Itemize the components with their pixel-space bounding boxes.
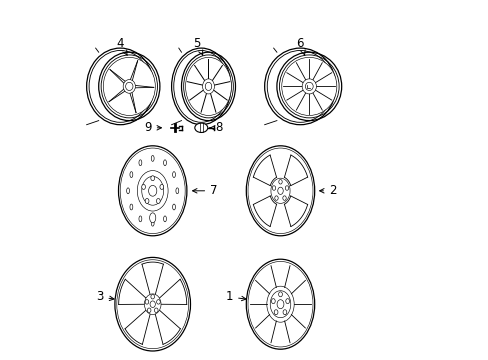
Ellipse shape — [156, 300, 160, 304]
Ellipse shape — [270, 178, 289, 203]
Ellipse shape — [125, 82, 133, 90]
Ellipse shape — [149, 213, 156, 223]
Ellipse shape — [148, 185, 157, 196]
Ellipse shape — [123, 80, 135, 93]
Ellipse shape — [272, 186, 275, 190]
Text: 8: 8 — [209, 121, 223, 134]
Ellipse shape — [176, 188, 179, 194]
Ellipse shape — [185, 57, 231, 116]
Ellipse shape — [271, 299, 275, 303]
Ellipse shape — [147, 308, 151, 312]
Ellipse shape — [278, 292, 282, 297]
Ellipse shape — [285, 186, 288, 190]
Text: 1: 1 — [225, 291, 245, 303]
Ellipse shape — [205, 82, 211, 90]
Ellipse shape — [277, 300, 284, 309]
Ellipse shape — [103, 57, 155, 116]
Ellipse shape — [145, 300, 148, 304]
Ellipse shape — [285, 299, 289, 303]
Text: 4: 4 — [116, 37, 127, 55]
Ellipse shape — [130, 204, 133, 210]
Ellipse shape — [139, 216, 142, 222]
Ellipse shape — [142, 184, 145, 189]
Ellipse shape — [246, 259, 314, 349]
Ellipse shape — [283, 310, 286, 315]
Ellipse shape — [130, 172, 133, 177]
Ellipse shape — [150, 176, 154, 181]
Text: 7: 7 — [192, 184, 217, 197]
Ellipse shape — [172, 204, 175, 210]
Ellipse shape — [305, 82, 312, 90]
Ellipse shape — [151, 294, 154, 299]
Ellipse shape — [281, 57, 336, 116]
Text: 5: 5 — [193, 37, 203, 55]
Ellipse shape — [266, 286, 294, 322]
Ellipse shape — [278, 180, 282, 184]
Text: 3: 3 — [96, 291, 114, 303]
Ellipse shape — [172, 172, 175, 177]
Text: 6: 6 — [296, 37, 305, 55]
Ellipse shape — [246, 146, 314, 236]
Text: 9: 9 — [144, 121, 161, 134]
Ellipse shape — [302, 79, 316, 94]
Ellipse shape — [202, 79, 214, 94]
Ellipse shape — [163, 160, 166, 166]
Ellipse shape — [160, 184, 163, 189]
Ellipse shape — [118, 146, 186, 236]
Text: 2: 2 — [319, 184, 336, 197]
Ellipse shape — [277, 187, 283, 194]
Ellipse shape — [151, 156, 154, 161]
Ellipse shape — [126, 188, 129, 194]
Ellipse shape — [274, 196, 278, 200]
Ellipse shape — [282, 196, 285, 200]
Ellipse shape — [194, 123, 207, 132]
Ellipse shape — [115, 257, 190, 351]
Ellipse shape — [156, 198, 160, 203]
Ellipse shape — [154, 308, 158, 312]
Ellipse shape — [150, 301, 155, 307]
Ellipse shape — [144, 294, 161, 315]
Ellipse shape — [151, 220, 154, 226]
Ellipse shape — [163, 216, 166, 222]
Ellipse shape — [139, 160, 142, 166]
Ellipse shape — [137, 171, 168, 211]
Ellipse shape — [145, 198, 149, 203]
Ellipse shape — [274, 310, 277, 315]
